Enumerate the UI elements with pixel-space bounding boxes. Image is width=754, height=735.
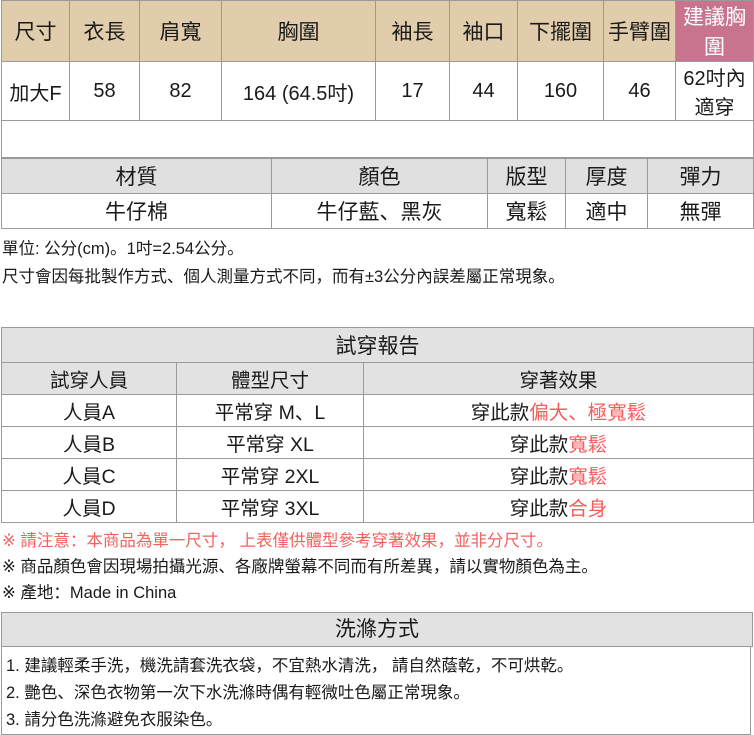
fitting-report-column-header-row: 試穿人員 體型尺寸 穿著效果 <box>1 362 754 395</box>
material-header-cell-1: 顏色 <box>271 158 488 194</box>
size-cell-0-7: 46 <box>603 61 676 121</box>
unit-note-1: 尺寸會因每批製作方式、個人測量方式不同，而有±3公分內誤差屬正常現象。 <box>2 268 565 286</box>
material-table: 材質 顏色 版型 厚度 彈力 牛仔棉 牛仔藍、黑灰 寬鬆 適中 無彈 <box>1 158 754 229</box>
material-header-cell-4: 彈力 <box>647 158 754 194</box>
size-chart-spacer-row <box>1 120 754 158</box>
fitting-effect-highlight-3: 合身 <box>568 498 608 520</box>
fitting-person-1: 人員B <box>1 426 177 459</box>
material-cell-0-0: 牛仔棉 <box>1 193 272 229</box>
fitting-body-size-0: 平常穿 M、L <box>176 394 364 427</box>
product-notes: ※ 請注意：本商品為單一尺寸， 上表僅供體型參考穿著效果，並非分尺寸。 ※ 商品… <box>0 523 754 606</box>
fitting-report-head: 試穿報告 <box>0 327 754 363</box>
size-chart-header-row: 尺寸 衣長 肩寬 胸圍 袖長 袖口 下擺圍 手臂圍 建議胸圍 <box>1 0 754 62</box>
wash-instruction-item: 2. 艷色、深色衣物第一次下水洗滌時偶有輕微吐色屬正常現象。 <box>6 684 470 702</box>
material-header-cell-2: 版型 <box>487 158 566 194</box>
material-cell-0-3: 適中 <box>565 193 648 229</box>
size-chart-body: 加大F 58 82 164 (64.5吋) 17 44 160 46 62吋內適… <box>1 61 754 158</box>
size-cell-0-0: 加大F <box>1 61 70 121</box>
fitting-effect-prefix-1: 穿此款 <box>509 434 569 456</box>
unit-notes: 單位: 公分(cm)。1吋=2.54公分。 尺寸會因每批製作方式、個人測量方式不… <box>0 229 754 291</box>
table-row: 人員C 平常穿 2XL 穿此款寬鬆 <box>1 458 754 491</box>
fitting-effect-0: 穿此款偏大、極寬鬆 <box>362 394 754 427</box>
product-note-1: ※ 商品顏色會因現場拍攝光源、各廠牌螢幕不同而有所差異，請以實物顏色為主。 <box>2 558 598 576</box>
size-chart-table: 尺寸 衣長 肩寬 胸圍 袖長 袖口 下擺圍 手臂圍 建議胸圍 加大F 58 82… <box>1 0 754 158</box>
size-header-cell-5: 袖口 <box>449 0 518 62</box>
material-header-cell-0: 材質 <box>1 158 272 194</box>
fitting-header-cell-body-size: 體型尺寸 <box>176 362 364 395</box>
spacer-cell <box>1 120 754 158</box>
fitting-effect-prefix-2: 穿此款 <box>509 466 569 488</box>
size-cell-0-4: 17 <box>375 61 450 121</box>
fitting-report-table: 試穿報告 試穿人員 體型尺寸 穿著效果 人員A 平常穿 M、L 穿此款偏大、極寬… <box>0 327 754 523</box>
fitting-body-size-2: 平常穿 2XL <box>176 458 364 491</box>
size-cell-0-6: 160 <box>517 61 604 121</box>
size-cell-0-3: 164 (64.5吋) <box>221 61 376 121</box>
fitting-effect-prefix-0: 穿此款 <box>470 402 530 424</box>
size-header-cell-6: 下擺圍 <box>517 0 604 62</box>
size-header-cell-3: 胸圍 <box>221 0 376 62</box>
material-cell-0-1: 牛仔藍、黑灰 <box>271 193 488 229</box>
size-cell-0-1: 58 <box>69 61 140 121</box>
material-cell-0-2: 寬鬆 <box>487 193 566 229</box>
fitting-person-2: 人員C <box>1 458 177 491</box>
wash-instruction-item: 3. 請分色洗滌避免衣服染色。 <box>6 711 223 729</box>
size-header-cell-7: 手臂圍 <box>603 0 676 62</box>
size-cell-0-8: 62吋內適穿 <box>675 61 754 121</box>
fitting-report-body: 人員A 平常穿 M、L 穿此款偏大、極寬鬆 人員B 平常穿 XL 穿此款寬鬆 人… <box>1 394 754 523</box>
table-row: 人員D 平常穿 3XL 穿此款合身 <box>1 490 754 523</box>
fitting-effect-highlight-0: 偏大、極寬鬆 <box>529 402 647 424</box>
fitting-effect-highlight-1: 寬鬆 <box>568 434 608 456</box>
fitting-header-cell-effect: 穿著效果 <box>362 362 754 395</box>
product-note-2: ※ 產地：Made in China <box>2 584 177 602</box>
material-body: 牛仔棉 牛仔藍、黑灰 寬鬆 適中 無彈 <box>1 193 754 229</box>
material-cell-0-4: 無彈 <box>647 193 754 229</box>
fitting-effect-3: 穿此款合身 <box>362 490 754 523</box>
fitting-person-3: 人員D <box>1 490 177 523</box>
fitting-person-0: 人員A <box>1 394 177 427</box>
fitting-effect-prefix-3: 穿此款 <box>509 498 569 520</box>
wash-instructions-list: 1. 建議輕柔手洗，機洗請套洗衣袋，不宜熱水清洗， 請自然蔭乾，不可烘乾。 2.… <box>1 647 751 735</box>
table-row: 人員B 平常穿 XL 穿此款寬鬆 <box>1 426 754 459</box>
table-row: 加大F 58 82 164 (64.5吋) 17 44 160 46 62吋內適… <box>1 61 754 121</box>
fitting-body-size-3: 平常穿 3XL <box>176 490 364 523</box>
size-header-cell-recommended-bust: 建議胸圍 <box>675 0 754 62</box>
table-row: 人員A 平常穿 M、L 穿此款偏大、極寬鬆 <box>1 394 754 427</box>
fitting-effect-highlight-2: 寬鬆 <box>568 466 608 488</box>
fitting-effect-2: 穿此款寬鬆 <box>362 458 754 491</box>
wash-instruction-item: 1. 建議輕柔手洗，機洗請套洗衣袋，不宜熱水清洗， 請自然蔭乾，不可烘乾。 <box>6 657 574 675</box>
section-gap <box>0 291 754 327</box>
size-header-cell-0: 尺寸 <box>1 0 70 62</box>
fitting-effect-1: 穿此款寬鬆 <box>362 426 754 459</box>
size-header-cell-1: 衣長 <box>69 0 140 62</box>
fitting-header-cell-person: 試穿人員 <box>1 362 177 395</box>
fitting-report-title: 試穿報告 <box>0 327 754 363</box>
unit-note-0: 單位: 公分(cm)。1吋=2.54公分。 <box>2 240 244 258</box>
material-header-row: 材質 顏色 版型 厚度 彈力 <box>1 158 754 194</box>
fitting-body-size-1: 平常穿 XL <box>176 426 364 459</box>
size-header-cell-2: 肩寬 <box>139 0 222 62</box>
table-row: 牛仔棉 牛仔藍、黑灰 寬鬆 適中 無彈 <box>1 193 754 229</box>
wash-instructions-title: 洗滌方式 <box>1 612 753 647</box>
product-note-0: ※ 請注意：本商品為單一尺寸， 上表僅供體型參考穿著效果，並非分尺寸。 <box>2 532 553 550</box>
material-header-cell-3: 厚度 <box>565 158 648 194</box>
size-cell-0-2: 82 <box>139 61 222 121</box>
size-header-cell-4: 袖長 <box>375 0 450 62</box>
size-cell-0-5: 44 <box>449 61 518 121</box>
